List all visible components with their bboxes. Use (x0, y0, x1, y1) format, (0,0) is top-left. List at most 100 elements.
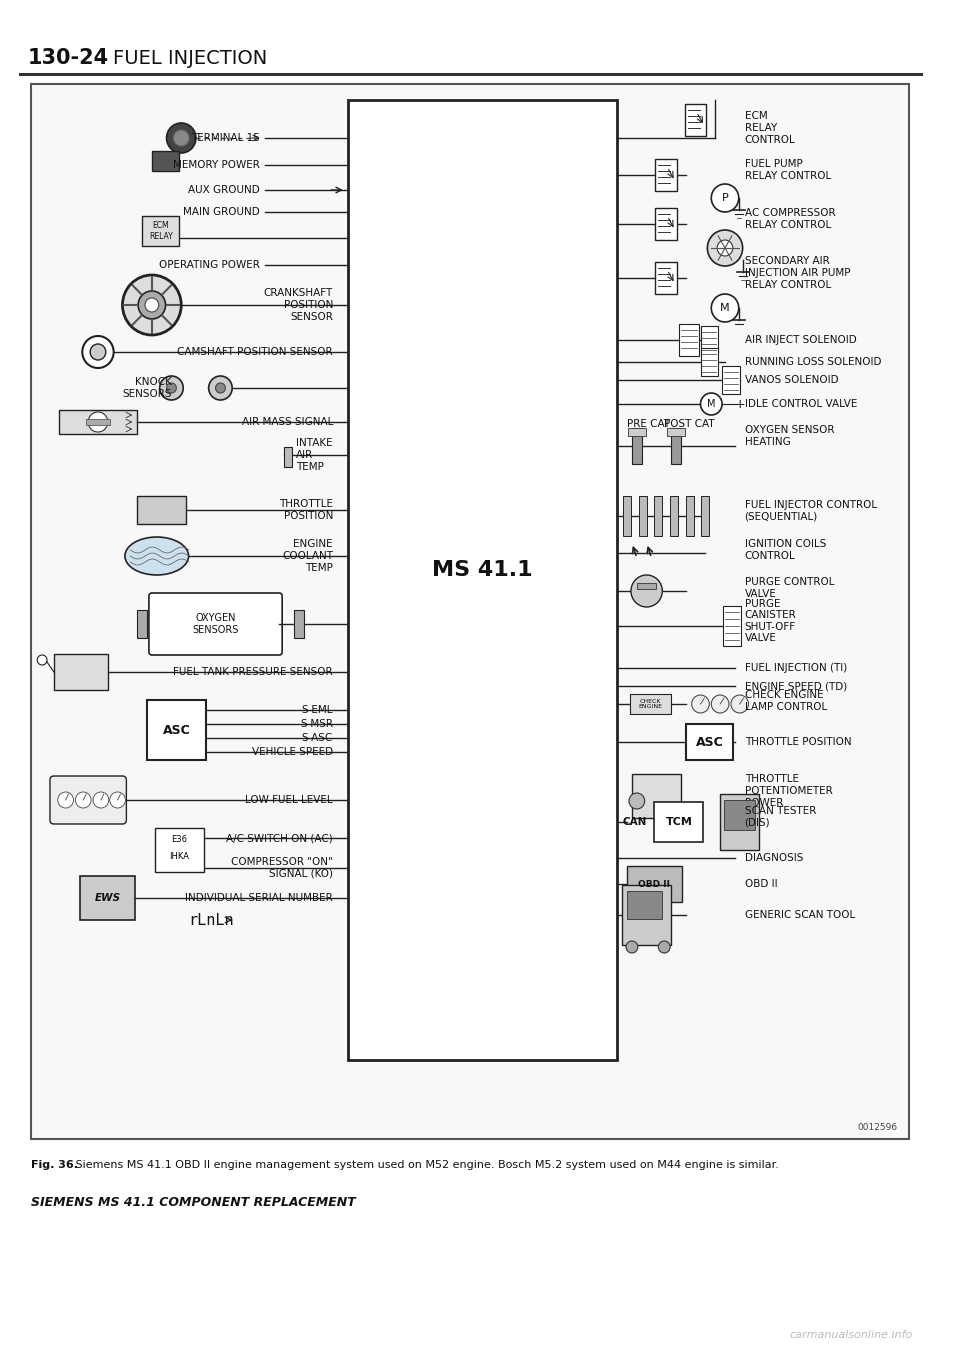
Text: TERMINAL 15: TERMINAL 15 (191, 133, 259, 142)
Text: SECONDARY AIR
INJECTION AIR PUMP
RELAY CONTROL: SECONDARY AIR INJECTION AIR PUMP RELAY C… (745, 256, 851, 289)
Text: VANOS SOLENOID: VANOS SOLENOID (745, 375, 838, 385)
Circle shape (58, 792, 74, 807)
FancyBboxPatch shape (149, 593, 282, 655)
Bar (722, 366, 740, 394)
Text: PURGE
CANISTER
SHUT-OFF
VALVE: PURGE CANISTER SHUT-OFF VALVE (745, 598, 797, 643)
Text: OPERATING POWER: OPERATING POWER (158, 261, 259, 270)
Bar (723, 607, 741, 646)
Bar (671, 427, 681, 464)
Text: PRE CAT: PRE CAT (627, 419, 670, 429)
Bar (670, 497, 678, 536)
Circle shape (88, 413, 108, 432)
Text: ASC: ASC (162, 723, 190, 737)
Text: DIAGNOSIS: DIAGNOSIS (745, 854, 803, 863)
Circle shape (159, 376, 183, 400)
Text: IGNITION COILS
CONTROL: IGNITION COILS CONTROL (745, 539, 826, 560)
Circle shape (76, 792, 91, 807)
Bar (348, 100, 617, 1060)
Text: SIEMENS MS 41.1 COMPONENT REPLACEMENT: SIEMENS MS 41.1 COMPONENT REPLACEMENT (32, 1196, 356, 1209)
Circle shape (711, 185, 739, 212)
Circle shape (166, 383, 177, 394)
Bar (147, 700, 205, 760)
Circle shape (659, 940, 670, 953)
Text: THROTTLE POSITION: THROTTLE POSITION (745, 737, 852, 746)
Bar (724, 801, 756, 830)
Text: ASC: ASC (695, 735, 723, 749)
Bar (54, 654, 108, 689)
Bar (656, 159, 677, 191)
Text: COMPRESSOR "ON"
SIGNAL (KO): COMPRESSOR "ON" SIGNAL (KO) (231, 858, 333, 879)
Circle shape (138, 290, 165, 319)
Bar (667, 427, 684, 436)
Text: OBD II: OBD II (745, 879, 778, 889)
Circle shape (37, 655, 47, 665)
Text: CAMSHAFT POSITION SENSOR: CAMSHAFT POSITION SENSOR (178, 347, 333, 357)
Text: M: M (720, 303, 730, 313)
Text: AUX GROUND: AUX GROUND (188, 185, 259, 195)
Bar (684, 104, 707, 136)
Circle shape (174, 130, 189, 147)
Text: OBD II: OBD II (638, 879, 670, 889)
Circle shape (109, 792, 126, 807)
Text: M: M (708, 399, 715, 408)
Circle shape (145, 299, 158, 312)
Text: IHKA: IHKA (169, 851, 189, 860)
Text: S-EML: S-EML (301, 706, 333, 715)
Bar (720, 794, 759, 849)
Bar (632, 773, 681, 818)
Circle shape (692, 695, 709, 712)
Circle shape (711, 695, 729, 712)
Circle shape (708, 229, 743, 266)
Bar (627, 892, 662, 919)
Text: INTAKE
AIR
TEMP: INTAKE AIR TEMP (296, 438, 332, 472)
Text: carmanualsonline.info: carmanualsonline.info (790, 1330, 913, 1339)
Text: MEMORY POWER: MEMORY POWER (173, 160, 259, 170)
Text: CRANKSHAFT
POSITION
SENSOR: CRANKSHAFT POSITION SENSOR (264, 289, 333, 322)
Bar (628, 427, 646, 436)
Text: TCM: TCM (665, 817, 692, 826)
Text: Siemens MS 41.1 OBD II engine management system used on M52 engine. Bosch M5.2 s: Siemens MS 41.1 OBD II engine management… (72, 1160, 779, 1170)
Bar (81, 877, 135, 920)
Circle shape (701, 394, 722, 415)
Bar (656, 262, 677, 294)
Text: FUEL PUMP
RELAY CONTROL: FUEL PUMP RELAY CONTROL (745, 159, 830, 180)
Text: ENGINE SPEED (TD): ENGINE SPEED (TD) (745, 681, 847, 691)
Text: AIR INJECT SOLENOID: AIR INJECT SOLENOID (745, 335, 856, 345)
Bar (627, 866, 682, 902)
Text: THROTTLE
POSITION: THROTTLE POSITION (279, 499, 333, 521)
Circle shape (123, 275, 181, 335)
Bar (137, 497, 186, 524)
Text: AIR MASS SIGNAL: AIR MASS SIGNAL (242, 417, 333, 427)
Bar (623, 497, 631, 536)
Text: +: + (734, 398, 745, 411)
Text: VEHICLE SPEED: VEHICLE SPEED (252, 746, 333, 757)
Circle shape (626, 940, 637, 953)
Bar (632, 427, 641, 464)
Circle shape (629, 792, 645, 809)
Text: ENGINE
COOLANT
TEMP: ENGINE COOLANT TEMP (282, 539, 333, 573)
Text: ECM
RELAY
CONTROL: ECM RELAY CONTROL (745, 111, 795, 145)
Bar (701, 326, 718, 354)
Bar (294, 611, 303, 638)
Bar (32, 84, 909, 1139)
Circle shape (731, 695, 749, 712)
Text: CAN: CAN (623, 817, 647, 826)
Circle shape (93, 792, 108, 807)
FancyBboxPatch shape (50, 776, 127, 824)
Circle shape (83, 337, 113, 368)
Circle shape (166, 123, 196, 153)
Text: RUNNING LOSS SOLENOID: RUNNING LOSS SOLENOID (745, 357, 881, 366)
Text: AC COMPRESSOR
RELAY CONTROL: AC COMPRESSOR RELAY CONTROL (745, 208, 835, 229)
Text: LOW FUEL LEVEL: LOW FUEL LEVEL (246, 795, 333, 805)
Bar (142, 216, 180, 246)
Text: FUEL INJECTOR CONTROL
(SEQUENTIAL): FUEL INJECTOR CONTROL (SEQUENTIAL) (745, 501, 876, 522)
Circle shape (216, 383, 226, 394)
Bar (636, 584, 657, 589)
Bar (701, 347, 718, 376)
Bar (137, 611, 147, 638)
Bar (59, 410, 137, 434)
Text: FUEL TANK PRESSURE SENSOR: FUEL TANK PRESSURE SENSOR (174, 668, 333, 677)
Bar (656, 208, 677, 240)
Text: MAIN GROUND: MAIN GROUND (183, 208, 259, 217)
Text: INDIVIDUAL SERIAL NUMBER: INDIVIDUAL SERIAL NUMBER (185, 893, 333, 902)
